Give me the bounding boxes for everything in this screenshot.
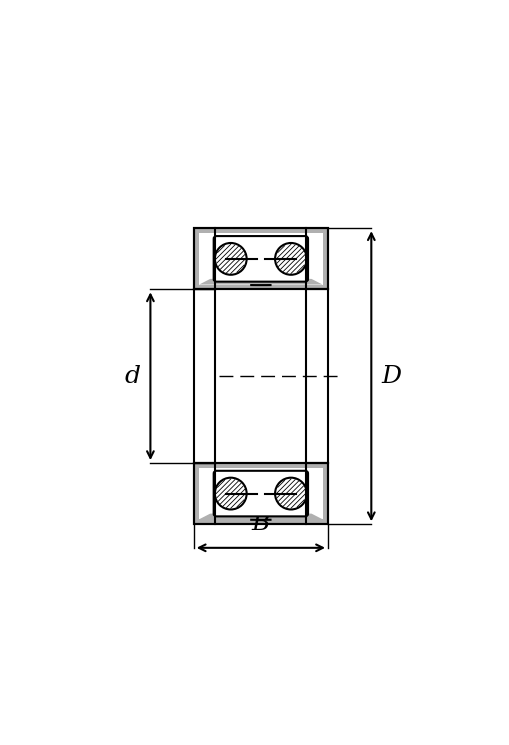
Text: B: B: [251, 513, 270, 535]
Circle shape: [275, 478, 307, 510]
Text: d: d: [125, 365, 140, 387]
Text: D: D: [381, 365, 401, 387]
Polygon shape: [199, 513, 323, 519]
FancyBboxPatch shape: [214, 236, 308, 282]
Circle shape: [275, 243, 307, 275]
Bar: [194, 463, 328, 524]
FancyBboxPatch shape: [214, 471, 308, 516]
Bar: [306, 290, 328, 463]
Bar: [194, 290, 215, 463]
Circle shape: [215, 478, 247, 510]
Polygon shape: [199, 279, 323, 285]
Bar: [194, 228, 328, 290]
Bar: [199, 233, 323, 285]
Bar: [194, 228, 328, 290]
Bar: [194, 463, 328, 524]
Bar: [199, 468, 323, 519]
Circle shape: [215, 243, 247, 275]
